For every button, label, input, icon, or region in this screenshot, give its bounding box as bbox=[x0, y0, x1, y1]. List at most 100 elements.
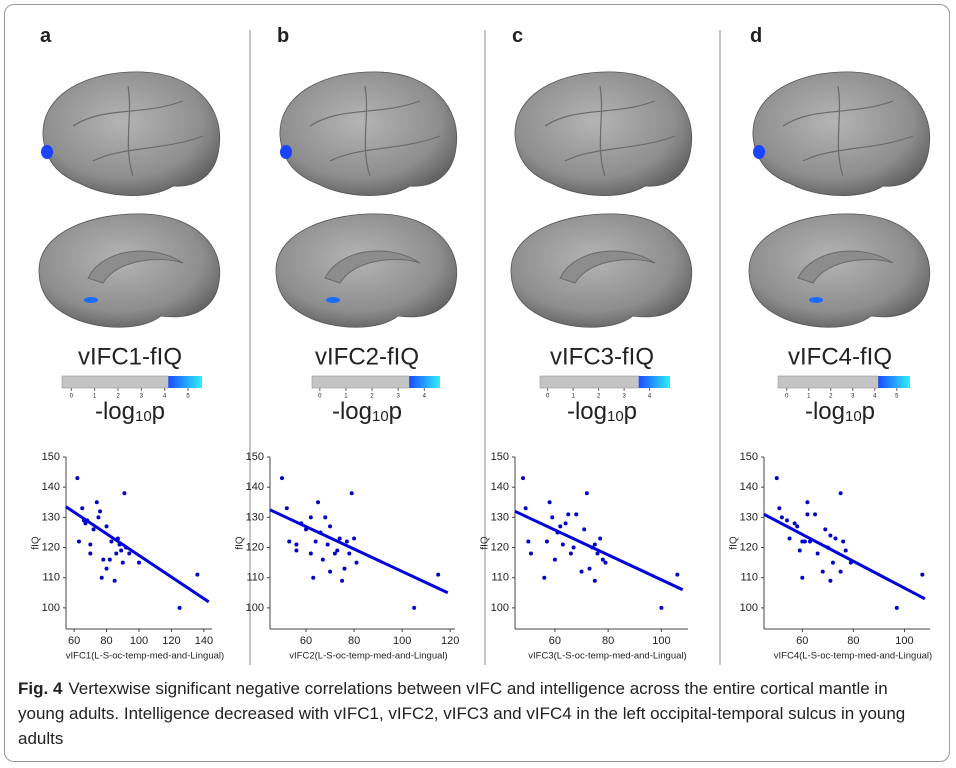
point bbox=[294, 548, 299, 553]
point bbox=[177, 605, 182, 610]
y-tick-label: 120 bbox=[740, 541, 758, 553]
point bbox=[547, 500, 552, 505]
point bbox=[308, 515, 313, 520]
point bbox=[80, 506, 85, 511]
point bbox=[520, 476, 525, 481]
activation bbox=[753, 145, 765, 159]
x-tick-label: 140 bbox=[195, 635, 213, 647]
brain-lateral bbox=[279, 71, 458, 196]
point bbox=[328, 524, 333, 529]
point bbox=[843, 548, 848, 553]
brain-medial bbox=[38, 213, 221, 328]
y-axis-label: fIQ bbox=[729, 536, 740, 550]
colorbar-gray bbox=[777, 375, 879, 389]
colorbar-label-part: p bbox=[624, 398, 637, 425]
point bbox=[600, 557, 605, 562]
colorbar-label-part: -log bbox=[805, 398, 845, 425]
point bbox=[83, 521, 88, 526]
panel-letter: d bbox=[750, 25, 762, 47]
colorbar-gray bbox=[539, 375, 640, 389]
activation bbox=[280, 145, 292, 159]
colorbar-blue bbox=[638, 376, 670, 388]
point bbox=[544, 539, 549, 544]
y-tick-label: 150 bbox=[42, 451, 60, 463]
point bbox=[88, 551, 93, 556]
point bbox=[137, 560, 141, 565]
point bbox=[542, 575, 547, 580]
x-tick-label: 60 bbox=[300, 635, 312, 647]
x-axis-label: vIFC3(L-S-oc-temp-med-and-Lingual) bbox=[528, 651, 686, 662]
brain-lateral bbox=[514, 71, 693, 196]
point bbox=[595, 551, 600, 556]
point bbox=[98, 509, 103, 514]
colorbar-tick-label: 4 bbox=[873, 394, 877, 400]
brain-shape bbox=[275, 213, 458, 328]
x-tick-label: 120 bbox=[441, 635, 459, 647]
colorbar-label: -log10p bbox=[805, 398, 875, 425]
x-tick-label: 60 bbox=[549, 635, 561, 647]
point bbox=[592, 578, 597, 583]
point bbox=[99, 575, 104, 580]
colorbar-label-part: 10 bbox=[135, 408, 152, 425]
colorbar-tick-label: 3 bbox=[397, 394, 401, 400]
colorbar-tick-label: 4 bbox=[163, 394, 167, 400]
panel-title: vIFC2-fIQ bbox=[315, 343, 419, 370]
point bbox=[800, 575, 805, 580]
y-tick-label: 110 bbox=[491, 572, 509, 584]
colorbar-label: -log10p bbox=[567, 398, 637, 425]
brain-medial bbox=[510, 213, 693, 328]
point bbox=[779, 515, 784, 520]
point bbox=[127, 551, 132, 556]
y-tick-label: 100 bbox=[491, 602, 509, 614]
x-tick-label: 80 bbox=[348, 635, 360, 647]
point bbox=[280, 476, 285, 481]
point bbox=[598, 536, 603, 541]
fit-line bbox=[269, 508, 449, 595]
point bbox=[88, 542, 93, 547]
figure-frame bbox=[4, 4, 950, 762]
colorbar-label-part: 10 bbox=[372, 408, 389, 425]
point bbox=[584, 491, 589, 496]
x-tick-label: 80 bbox=[847, 635, 859, 647]
brain-shape bbox=[38, 213, 221, 328]
point bbox=[787, 536, 792, 541]
sulcus bbox=[72, 85, 204, 177]
brain-lateral bbox=[752, 71, 931, 196]
point bbox=[323, 515, 328, 520]
point bbox=[841, 539, 846, 544]
x-tick-label: 100 bbox=[652, 635, 670, 647]
brain-lateral bbox=[41, 71, 221, 196]
activation bbox=[809, 297, 823, 303]
callosum bbox=[87, 250, 184, 284]
point bbox=[659, 605, 664, 610]
fit-line bbox=[763, 513, 926, 601]
colorbar-tick-label: 1 bbox=[807, 394, 811, 400]
point bbox=[800, 539, 805, 544]
colorbar-blue bbox=[878, 376, 910, 388]
point bbox=[592, 542, 597, 547]
point bbox=[107, 557, 112, 562]
point bbox=[109, 539, 114, 544]
x-tick-label: 80 bbox=[100, 635, 112, 647]
point bbox=[112, 578, 117, 583]
point bbox=[563, 521, 568, 526]
point bbox=[920, 572, 925, 577]
point bbox=[813, 512, 818, 517]
y-tick-label: 100 bbox=[246, 602, 264, 614]
brain-medial bbox=[275, 213, 458, 328]
colorbar-gray bbox=[311, 375, 410, 389]
point bbox=[838, 491, 843, 496]
point bbox=[104, 566, 109, 571]
point bbox=[558, 524, 563, 529]
colorbar-label: -log10p bbox=[332, 398, 402, 425]
caption-text: Vertexwise significant negative correlat… bbox=[18, 679, 906, 748]
x-tick-label: 80 bbox=[602, 635, 614, 647]
point bbox=[120, 560, 125, 565]
point bbox=[550, 515, 555, 520]
point bbox=[526, 539, 531, 544]
y-tick-label: 120 bbox=[246, 541, 264, 553]
x-tick-label: 100 bbox=[895, 635, 913, 647]
fit-line bbox=[65, 505, 210, 604]
y-tick-label: 100 bbox=[42, 602, 60, 614]
point bbox=[104, 524, 109, 529]
